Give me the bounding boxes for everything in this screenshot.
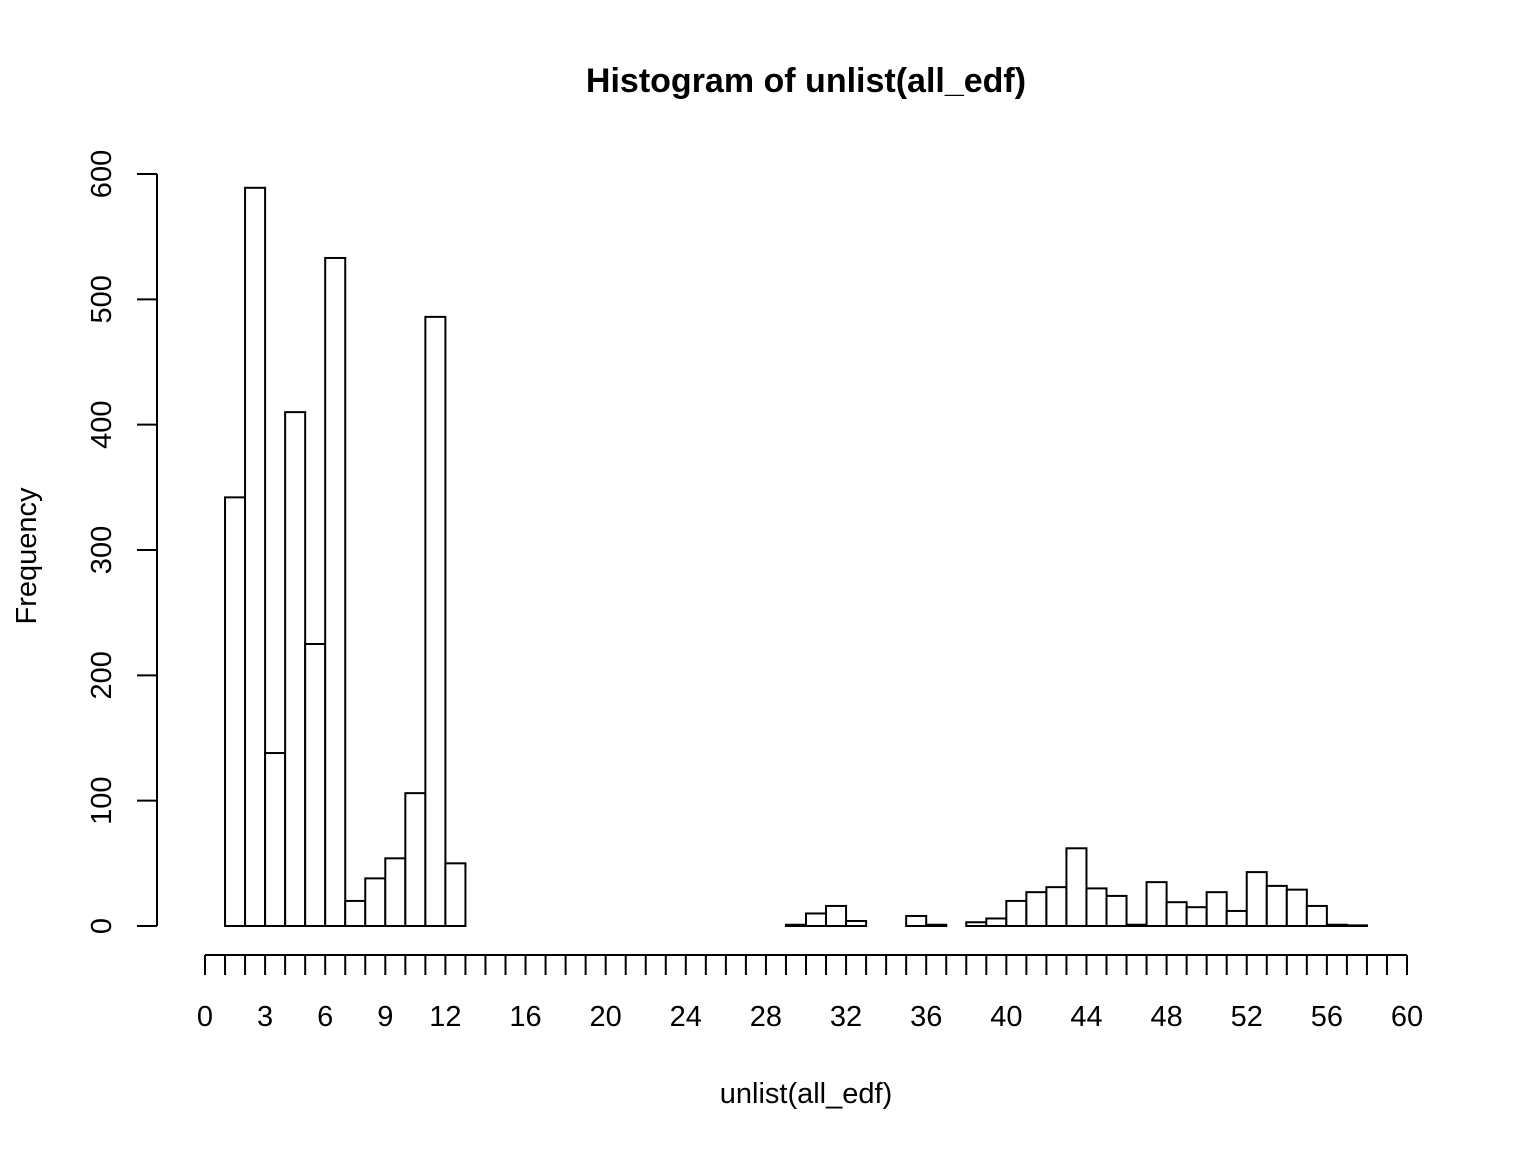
- histogram-bar: [384, 857, 407, 928]
- histogram-bar: [284, 411, 307, 927]
- histogram-bar: [1285, 888, 1308, 927]
- histogram-bar: [845, 919, 868, 928]
- histogram-bar: [444, 862, 467, 927]
- histogram-bar: [965, 921, 988, 927]
- y-tick-label: 500: [86, 275, 118, 323]
- histogram-bar: [784, 923, 808, 927]
- histogram-bar: [925, 923, 948, 927]
- histogram-bar: [1325, 923, 1348, 927]
- x-tick-label: 60: [1391, 1001, 1423, 1033]
- histogram-bar: [805, 912, 828, 928]
- histogram-bar: [1305, 904, 1328, 927]
- histogram-bar: [1225, 909, 1248, 928]
- histogram-bar: [324, 256, 347, 927]
- bars-group: [224, 186, 1368, 928]
- y-tick-label: 0: [86, 918, 118, 934]
- chart-title: Histogram of unlist(all_edf): [586, 62, 1026, 100]
- histogram-bar: [1245, 871, 1268, 928]
- y-axis-title: Frequency: [11, 487, 43, 625]
- y-axis: 0 100 200 300 400 500 600: [86, 150, 158, 934]
- x-tick-label: 16: [509, 1001, 541, 1033]
- x-tick-label: 12: [429, 1001, 461, 1033]
- histogram-bar: [1345, 924, 1368, 928]
- x-tick-label: 36: [910, 1001, 942, 1033]
- x-tick-label: 48: [1150, 1001, 1182, 1033]
- histogram-bar: [1265, 884, 1288, 927]
- x-tick-label: 28: [750, 1001, 782, 1033]
- histogram-bar: [1045, 886, 1068, 927]
- y-tick-label: 200: [86, 651, 118, 699]
- x-tick-label: 24: [670, 1001, 702, 1033]
- y-tick-label: 600: [86, 150, 118, 198]
- x-tick-label: 3: [257, 1001, 273, 1033]
- x-tick-label: 40: [990, 1001, 1022, 1033]
- x-tick-label: 9: [377, 1001, 393, 1033]
- x-tick-label: 0: [197, 1001, 213, 1033]
- x-tick-label: 6: [317, 1001, 333, 1033]
- histogram-bar: [1205, 891, 1228, 927]
- histogram-bar: [264, 752, 287, 927]
- histogram-bar: [1065, 847, 1088, 927]
- histogram-bar: [985, 917, 1008, 927]
- histogram-bar: [905, 914, 928, 927]
- x-tick-label: 20: [590, 1001, 622, 1033]
- histogram-bar: [344, 899, 367, 928]
- histogram-bar: [1185, 906, 1208, 928]
- x-tick-label: 44: [1070, 1001, 1102, 1033]
- histogram-bar: [1125, 923, 1148, 927]
- histogram-bar: [1025, 891, 1048, 927]
- histogram-bar: [1005, 899, 1028, 928]
- x-axis-title: unlist(all_edf): [720, 1078, 892, 1110]
- x-tick-label: 32: [830, 1001, 862, 1033]
- x-axis: 0 3 6 9 12 16 20 24 28 32 36 40 44 48 52 56 60: [197, 954, 1423, 1033]
- y-tick-label: 400: [86, 400, 118, 448]
- histogram-bar: [244, 186, 267, 927]
- y-tick-label: 300: [86, 526, 118, 574]
- histogram-bar: [825, 904, 848, 927]
- y-tick-label: 100: [86, 776, 118, 824]
- x-tick-label: 52: [1231, 1001, 1263, 1033]
- histogram-bar: [424, 315, 447, 927]
- histogram-bar: [404, 792, 427, 927]
- histogram-bar: [1085, 887, 1108, 928]
- histogram-bar: [1145, 881, 1168, 928]
- histogram-bar: [224, 496, 247, 927]
- x-tick-label: 56: [1311, 1001, 1343, 1033]
- histogram-bar: [1105, 894, 1128, 927]
- histogram-bar: [304, 643, 327, 927]
- histogram-bar: [1165, 901, 1188, 927]
- histogram-bar: [364, 877, 387, 928]
